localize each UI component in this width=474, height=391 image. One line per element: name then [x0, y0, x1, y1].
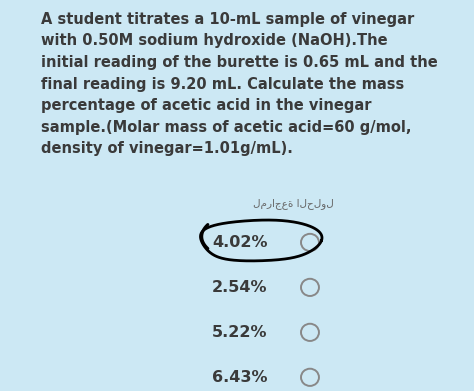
Text: 2.54%: 2.54%	[212, 280, 268, 295]
Text: 6.43%: 6.43%	[212, 370, 268, 385]
Text: 5.22%: 5.22%	[212, 325, 268, 340]
Text: A student titrates a 10-mL sample of vinegar
with 0.50M sodium hydroxide (NaOH).: A student titrates a 10-mL sample of vin…	[41, 12, 438, 156]
Text: لمراجعة الحلول: لمراجعة الحلول	[253, 198, 334, 209]
Text: 4.02%: 4.02%	[212, 235, 268, 250]
